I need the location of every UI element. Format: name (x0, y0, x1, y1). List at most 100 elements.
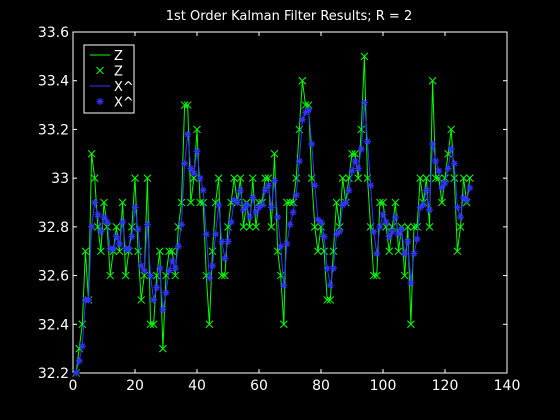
data-point-1 (456, 223, 465, 231)
data-point-1 (137, 296, 146, 304)
data-point-3 (385, 233, 393, 241)
data-point-3 (280, 281, 288, 289)
legend-box (83, 44, 135, 114)
x-tick-label: 20 (126, 378, 144, 394)
data-point-1 (183, 101, 192, 109)
data-point-1 (112, 223, 121, 231)
data-point-1 (332, 198, 341, 207)
data-point-3 (109, 245, 117, 253)
x-tick-label: 120 (432, 378, 459, 394)
data-point-3 (295, 157, 303, 165)
data-point-1 (459, 174, 468, 182)
data-point-3 (168, 257, 176, 265)
data-point-1 (236, 174, 245, 182)
data-point-1 (410, 223, 418, 231)
data-point-3 (119, 218, 127, 226)
data-point-1 (264, 174, 273, 182)
data-point-1 (87, 149, 96, 158)
data-point-1 (230, 174, 239, 182)
data-point-1 (267, 223, 276, 231)
data-point-1 (261, 174, 270, 182)
data-point-1 (379, 198, 387, 207)
data-point-3 (274, 213, 282, 221)
data-point-3 (345, 186, 353, 194)
y-tick-label: 33.4 (38, 74, 69, 90)
data-point-3 (401, 250, 409, 258)
data-point-3 (432, 157, 440, 165)
data-point-1 (180, 101, 189, 109)
data-point-3 (367, 181, 375, 189)
data-point-3 (329, 264, 337, 272)
data-point-3 (267, 203, 275, 211)
data-point-3 (463, 196, 471, 204)
data-point-3 (190, 169, 198, 177)
data-point-3 (88, 223, 96, 231)
x-tick-label: 140 (494, 378, 521, 394)
data-point-3 (289, 208, 297, 216)
data-point-3 (212, 230, 220, 238)
data-point-1 (450, 174, 459, 182)
data-point-1 (431, 174, 440, 182)
data-point-1 (214, 174, 223, 182)
data-point-3 (91, 199, 99, 206)
data-point-3 (258, 201, 266, 209)
data-point-3 (404, 237, 412, 245)
legend-entry: Z (90, 49, 123, 64)
data-point-3 (128, 233, 136, 241)
data-point-1 (298, 76, 307, 85)
data-point-1 (416, 174, 425, 182)
data-point-1 (465, 174, 474, 182)
data-point-1 (81, 247, 90, 256)
data-point-3 (162, 289, 170, 297)
legend-label: Z (114, 65, 123, 80)
legend-label: X^ (114, 80, 134, 95)
data-point-3 (100, 213, 108, 221)
data-point-3 (271, 177, 278, 185)
data-point-1 (208, 247, 217, 256)
data-point-3 (429, 140, 437, 148)
data-point-1 (453, 247, 462, 256)
data-point-3 (94, 211, 102, 219)
data-point-1 (196, 198, 204, 207)
data-point-1 (248, 174, 257, 182)
data-point-3 (150, 296, 158, 304)
data-point-1 (205, 320, 214, 329)
data-point-3 (426, 206, 433, 214)
data-point-3 (181, 160, 189, 168)
data-point-1 (270, 149, 279, 158)
data-point-3 (184, 130, 192, 138)
data-point-1 (252, 223, 260, 231)
data-point-3 (435, 167, 443, 175)
data-point-3 (187, 164, 195, 172)
legend: ZZX^X^ (83, 44, 135, 114)
data-point-3 (326, 281, 334, 289)
data-point-3 (354, 164, 362, 172)
data-point-3 (131, 203, 139, 211)
data-point-1 (146, 320, 155, 329)
data-point-3 (246, 213, 254, 221)
data-point-3 (422, 186, 430, 194)
data-point-1 (425, 223, 434, 231)
x-tick-label: 40 (188, 378, 206, 394)
data-point-3 (174, 242, 182, 250)
data-point-3 (450, 160, 458, 168)
data-point-3 (447, 145, 455, 153)
data-point-1 (100, 198, 108, 207)
data-point-3 (305, 106, 313, 114)
data-point-3 (72, 369, 80, 377)
data-point-1 (131, 174, 139, 182)
data-point-3 (351, 157, 359, 165)
data-point-3 (323, 264, 331, 272)
data-point-1 (329, 247, 338, 256)
data-point-1 (115, 247, 124, 256)
data-point-3 (370, 228, 378, 236)
data-point-3 (243, 201, 251, 209)
data-point-1 (348, 149, 356, 158)
data-point-3 (249, 194, 257, 202)
data-point-3 (357, 145, 365, 153)
data-point-3 (379, 211, 387, 219)
data-point-1 (193, 125, 201, 134)
data-point-3 (140, 267, 148, 275)
data-point-3 (218, 237, 226, 245)
